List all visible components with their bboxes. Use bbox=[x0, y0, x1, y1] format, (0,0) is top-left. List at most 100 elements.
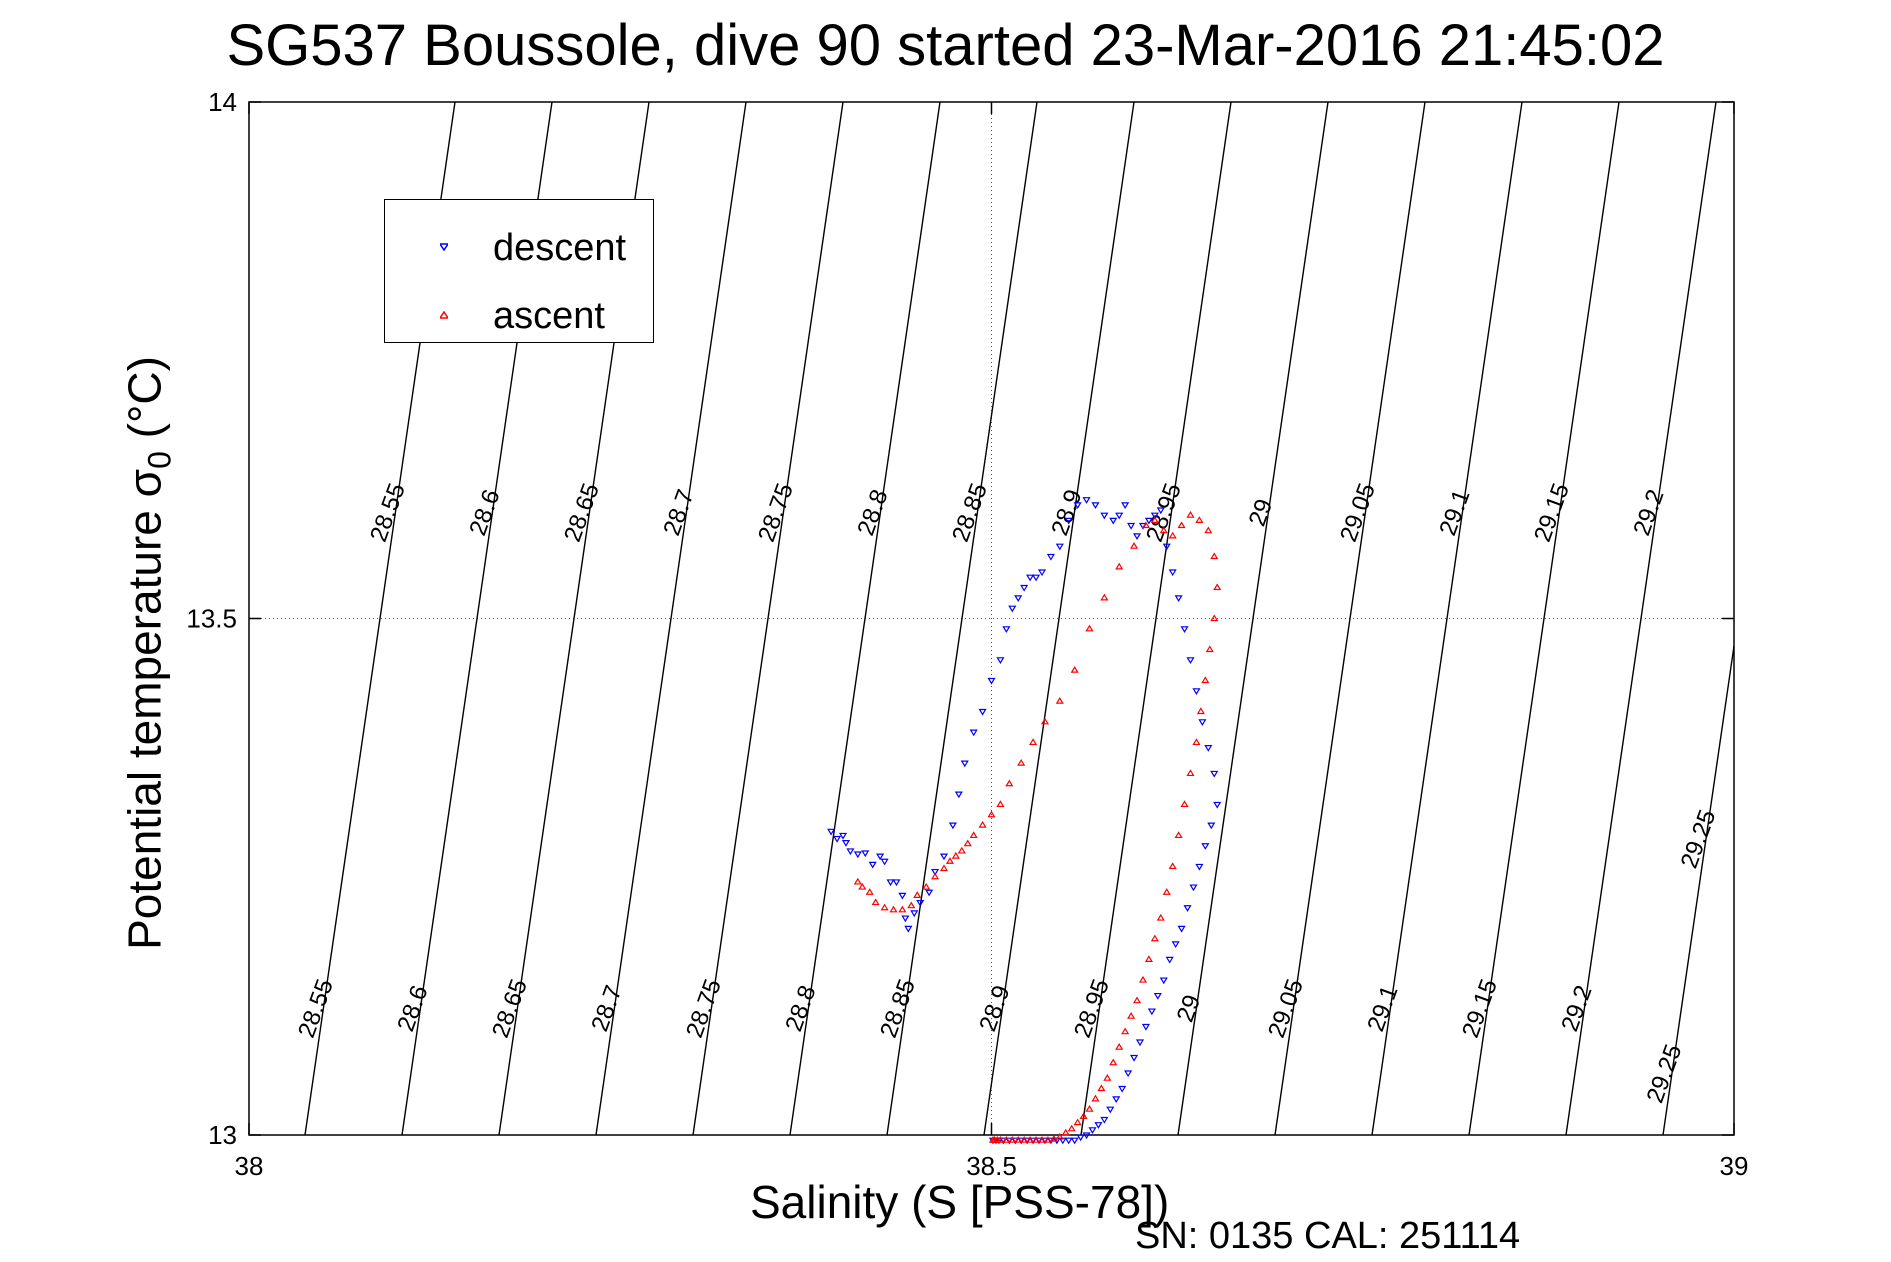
contour-label: 28.8 bbox=[780, 982, 821, 1035]
descent-point bbox=[1174, 595, 1183, 603]
descent-point bbox=[1082, 1132, 1091, 1140]
descent-point bbox=[1162, 543, 1171, 551]
ascent-point bbox=[1210, 552, 1219, 560]
ascent-point bbox=[939, 864, 949, 872]
contour-line bbox=[595, 101, 747, 1136]
descent-point bbox=[948, 822, 957, 830]
descent-point bbox=[1168, 569, 1177, 577]
descent-point bbox=[861, 850, 870, 858]
x-tick-label: 38.5 bbox=[966, 1151, 1017, 1181]
ascent-point bbox=[996, 800, 1005, 808]
ascent-point bbox=[1156, 913, 1165, 921]
ascent-point bbox=[1100, 593, 1109, 601]
contour-line bbox=[1274, 101, 1426, 1136]
contour-line bbox=[789, 101, 941, 1136]
legend-marker-ascent bbox=[440, 311, 448, 319]
ascent-point bbox=[1070, 665, 1079, 673]
descent-point bbox=[1112, 1096, 1121, 1104]
contour-label: 29.15 bbox=[1529, 480, 1575, 546]
ascent-point bbox=[1085, 1105, 1094, 1112]
descent-point bbox=[886, 879, 895, 887]
ascent-point bbox=[907, 901, 916, 909]
descent-point bbox=[1055, 543, 1064, 551]
contour-line bbox=[1177, 101, 1329, 1136]
descent-point bbox=[1064, 1137, 1073, 1145]
contour-line bbox=[1080, 101, 1232, 1136]
legend-item-ascent: ascent bbox=[385, 295, 653, 337]
contour-label: 28.8 bbox=[852, 486, 893, 539]
ascent-point bbox=[1115, 1043, 1124, 1050]
descent-point bbox=[1144, 517, 1153, 525]
ascent-point bbox=[1055, 696, 1064, 704]
descent-point bbox=[853, 851, 862, 859]
ascent-point bbox=[922, 882, 931, 890]
contour-label: 29.25 bbox=[1642, 1041, 1688, 1107]
ascent-point bbox=[1196, 707, 1205, 715]
ascent-point bbox=[1195, 516, 1204, 523]
ascent-point bbox=[1055, 1132, 1064, 1140]
ascent-point bbox=[987, 810, 996, 818]
legend-marker-descent bbox=[440, 243, 448, 251]
descent-point bbox=[1180, 626, 1189, 633]
ascent-point bbox=[871, 898, 880, 906]
contour-label: 28.55 bbox=[293, 976, 339, 1042]
y-tick-label: 13.5 bbox=[186, 604, 237, 634]
ascent-point bbox=[1204, 526, 1213, 534]
contour-label: 28.75 bbox=[753, 480, 799, 546]
descent-point bbox=[954, 791, 963, 799]
contour-line bbox=[1662, 645, 1735, 1136]
ascent-point bbox=[853, 877, 862, 885]
ascent-point bbox=[1174, 831, 1183, 839]
contour-label: 28.95 bbox=[1141, 480, 1187, 546]
ascent-point bbox=[931, 872, 940, 880]
ascent-point bbox=[951, 851, 960, 859]
ascent-point bbox=[1150, 934, 1159, 942]
descent-point bbox=[1204, 745, 1213, 752]
descent-point bbox=[892, 879, 901, 887]
descent-point bbox=[838, 832, 848, 840]
ascent-point bbox=[1132, 996, 1142, 1004]
ascent-point bbox=[1085, 624, 1094, 632]
descent-point bbox=[1070, 1137, 1079, 1145]
descent-point bbox=[1135, 1039, 1145, 1047]
ascent-point bbox=[945, 857, 954, 864]
ascent-point bbox=[1210, 614, 1219, 622]
ascent-point bbox=[898, 905, 907, 913]
ascent-point bbox=[1186, 769, 1195, 777]
descent-point bbox=[1189, 884, 1198, 892]
descent-point bbox=[901, 915, 910, 923]
data-series bbox=[827, 497, 1222, 1145]
ascent-point bbox=[1186, 511, 1195, 518]
descent-point bbox=[1207, 822, 1216, 830]
contour-line bbox=[1371, 101, 1523, 1136]
ascent-point bbox=[969, 831, 978, 839]
ascent-point bbox=[1115, 562, 1124, 570]
y-tick-label: 14 bbox=[208, 87, 237, 117]
ascent-point bbox=[1020, 1135, 1029, 1143]
chart-title: SG537 Boussole, dive 90 started 23-Mar-2… bbox=[226, 13, 1665, 78]
ascent-point bbox=[1162, 888, 1171, 895]
serial-calibration-note: SN: 0135 CAL: 251114 bbox=[1135, 1215, 1521, 1257]
y-tick-label: 13 bbox=[208, 1120, 237, 1150]
ascent-point bbox=[1130, 542, 1139, 549]
descent-point bbox=[1153, 992, 1162, 1000]
descent-point bbox=[1156, 507, 1165, 515]
descent-point bbox=[846, 848, 855, 856]
descent-point bbox=[1109, 517, 1118, 525]
descent-point bbox=[1031, 574, 1041, 582]
contour-label: 29 bbox=[1244, 495, 1279, 529]
contour-label: 28.65 bbox=[487, 976, 533, 1042]
descent-point bbox=[868, 861, 877, 869]
descent-point bbox=[1130, 1054, 1139, 1062]
ascent-point bbox=[889, 905, 898, 913]
descent-point bbox=[1186, 657, 1195, 664]
descent-point bbox=[960, 760, 969, 768]
descent-point bbox=[925, 889, 934, 897]
ascent-point bbox=[858, 882, 867, 890]
ascent-point bbox=[1168, 862, 1177, 870]
descent-point bbox=[1002, 626, 1011, 633]
contour-label: 29.15 bbox=[1457, 976, 1503, 1042]
x-axis-label: Salinity (S [PSS-78]) bbox=[750, 1176, 1170, 1228]
contour-label: 29.2 bbox=[1628, 486, 1669, 539]
descent-point bbox=[1201, 843, 1210, 850]
